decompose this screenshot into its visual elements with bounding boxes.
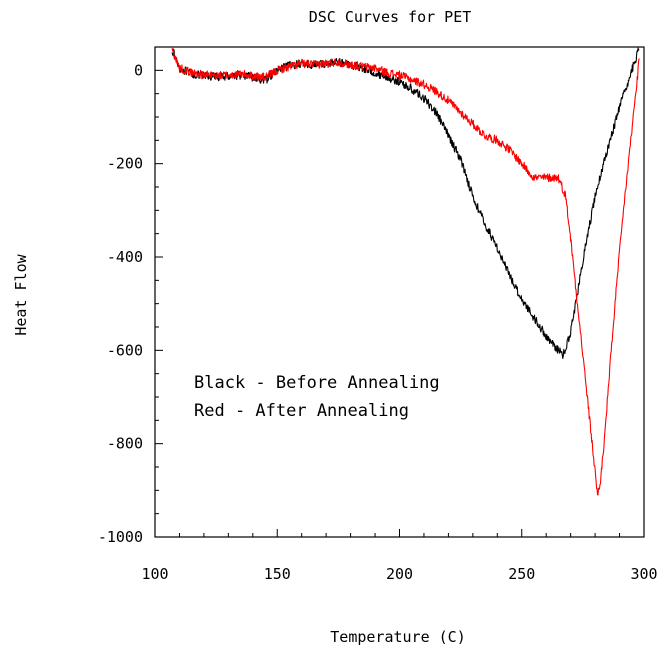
y-axis: 0 -200 -400 -600 -800 -1000: [98, 61, 163, 546]
x-axis: 100 150 200 250 300: [141, 529, 658, 583]
y-tick-label: -200: [107, 155, 143, 173]
x-tick-label: 200: [386, 565, 413, 583]
chart-title: DSC Curves for PET: [309, 8, 472, 26]
y-tick-label: -400: [107, 248, 143, 266]
y-tick-label: 0: [134, 61, 143, 79]
x-tick-label: 250: [508, 565, 535, 583]
x-tick-label: 300: [630, 565, 657, 583]
legend-after-annealing: Red - After Annealing: [194, 401, 409, 421]
x-tick-label: 100: [141, 565, 168, 583]
y-axis-label: Heat Flow: [12, 253, 30, 335]
legend-before-annealing: Black - Before Annealing: [194, 373, 440, 393]
series-before-annealing-line: [171, 47, 640, 359]
y-tick-label: -1000: [98, 528, 143, 546]
x-axis-label: Temperature (C): [330, 628, 465, 646]
plot-area-border: [154, 46, 645, 538]
y-tick-label: -800: [107, 435, 143, 453]
series-after-annealing-line: [171, 47, 640, 496]
x-tick-label: 150: [264, 565, 291, 583]
plot-frame: [154, 46, 645, 538]
y-tick-label: -600: [107, 341, 143, 359]
series-layer: [171, 47, 640, 496]
